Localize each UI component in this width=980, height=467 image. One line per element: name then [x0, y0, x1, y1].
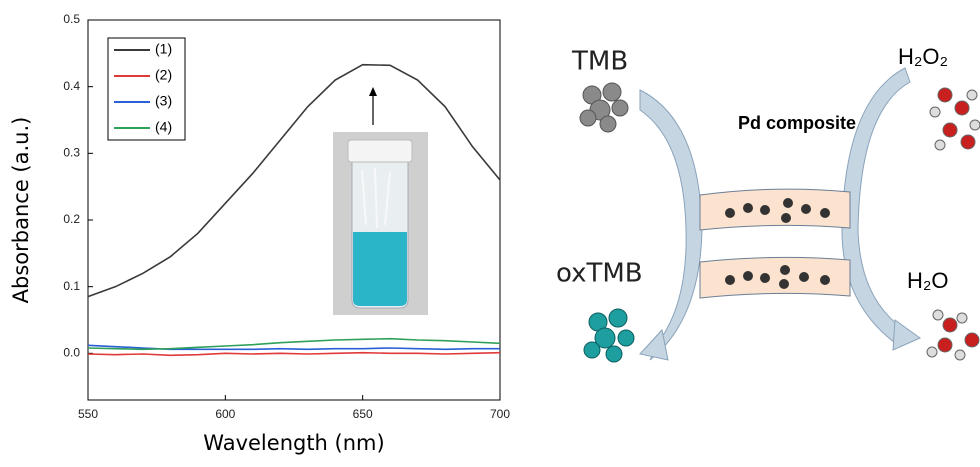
oxidant-label: H₂O₂ [898, 44, 948, 69]
y-tick-label: 0.2 [63, 212, 80, 226]
byproduct-label: H₂O [907, 268, 949, 293]
legend-label: (3) [155, 93, 172, 109]
y-tick-label: 0.3 [63, 146, 80, 160]
y-tick-label: 0.0 [63, 346, 80, 360]
figure: Wavelength (nm) Absorbance (a.u.) TMB ox… [0, 0, 980, 462]
annotation-arrowhead [369, 87, 377, 96]
y-tick-label: 0.1 [63, 279, 80, 293]
series-line [88, 353, 500, 356]
x-tick-label: 550 [78, 407, 98, 421]
y-axis-title: Absorbance (a.u.) [9, 117, 33, 304]
legend-label: (2) [155, 67, 172, 83]
y-tick-label: 0.5 [63, 12, 80, 26]
legend-label: (4) [155, 119, 172, 135]
x-tick-label: 700 [490, 407, 510, 421]
catalyst-label: Pd composite [738, 113, 856, 133]
y-tick-label: 0.4 [63, 79, 80, 93]
x-tick-label: 650 [353, 407, 373, 421]
x-axis-title: Wavelength (nm) [203, 431, 384, 455]
product-label: oxTMB [556, 259, 643, 289]
x-tick-label: 600 [215, 407, 235, 421]
legend-box [108, 38, 185, 140]
reactant-label: TMB [571, 47, 628, 77]
vial-photo [333, 132, 428, 315]
legend-label: (1) [155, 41, 172, 57]
